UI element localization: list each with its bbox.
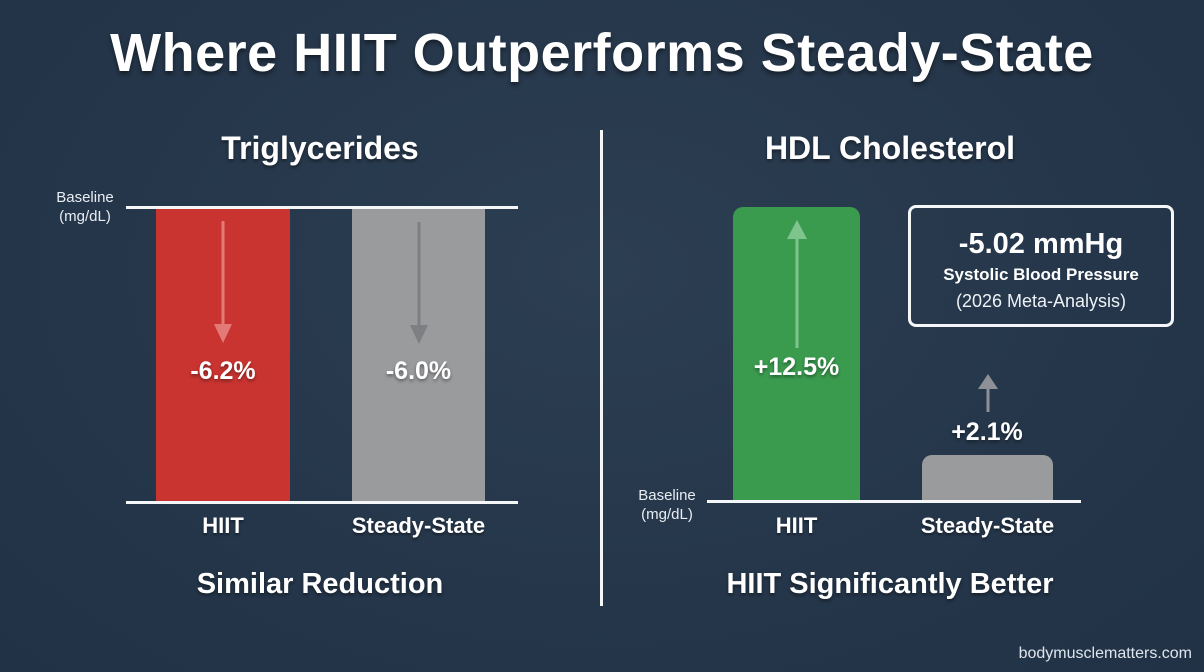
hdl-summary: HIIT Significantly Better — [726, 568, 1054, 600]
triglycerides-summary: Similar Reduction — [196, 568, 444, 600]
baseline-label-line1: Baseline — [56, 189, 114, 206]
triglycerides-axis-line — [126, 501, 518, 504]
hdl-title: HDL Cholesterol — [764, 130, 1016, 166]
callout-metric: Systolic Blood Pressure — [943, 265, 1139, 284]
watermark: bodymusclematters.com — [1018, 645, 1192, 662]
hdl-steady-state-value: +2.1% — [951, 418, 1023, 446]
callout-source: (2026 Meta-Analysis) — [955, 291, 1127, 311]
arrow-up-icon — [978, 374, 998, 412]
triglycerides-hiit-value: -6.2% — [190, 357, 256, 385]
hdl-hiit-value: +12.5% — [753, 353, 840, 381]
triglycerides-steady-state-bar: -6.0% — [352, 209, 485, 502]
hdl-baseline-label: Baseline (mg/dL) — [622, 486, 712, 524]
panel-divider — [600, 130, 603, 606]
arrow-up-icon — [787, 220, 807, 348]
triglycerides-baseline-label: Baseline (mg/dL) — [40, 188, 130, 226]
hdl-steady-state-category: Steady-State — [920, 513, 1055, 538]
baseline-label-line1: Baseline — [638, 487, 696, 504]
blood-pressure-callout: -5.02 mmHg Systolic Blood Pressure (2026… — [908, 205, 1174, 327]
triglycerides-steady-state-category: Steady-State — [351, 513, 486, 538]
callout-value: -5.02 mmHg — [958, 228, 1124, 260]
hdl-hiit-bar: +12.5% — [733, 207, 860, 501]
triglycerides-hiit-bar: -6.2% — [156, 209, 290, 502]
triglycerides-steady-state-value: -6.0% — [385, 357, 452, 385]
baseline-label-line2: (mg/dL) — [59, 208, 111, 225]
baseline-label-line2: (mg/dL) — [641, 506, 693, 523]
triglycerides-hiit-category: HIIT — [202, 513, 244, 538]
hdl-baseline-line — [707, 500, 1081, 503]
triglycerides-baseline-line — [126, 206, 518, 209]
main-title: Where HIIT Outperforms Steady-State — [110, 23, 1094, 83]
hdl-steady-state-bar — [922, 455, 1053, 501]
hdl-hiit-category: HIIT — [775, 513, 818, 538]
arrow-down-icon — [410, 222, 428, 344]
triglycerides-title: Triglycerides — [221, 130, 419, 166]
arrow-down-icon — [214, 221, 232, 343]
